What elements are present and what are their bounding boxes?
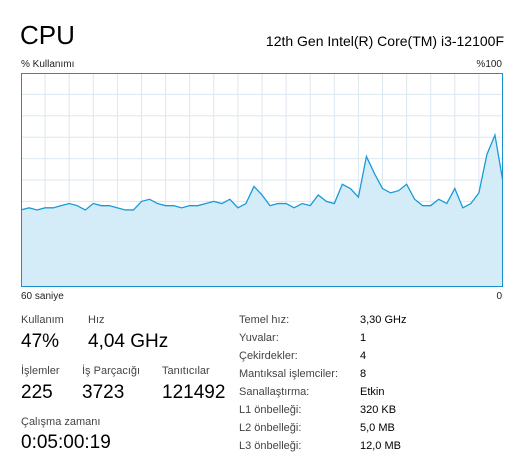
graph-x-left-label: 60 saniye — [21, 291, 64, 302]
handles-value: 121492 — [162, 382, 226, 403]
spec-value-logical-processors: 8 — [360, 368, 367, 380]
spec-value-l1-cache: 320 KB — [360, 404, 397, 416]
uptime-value: 0:05:00:19 — [21, 432, 111, 453]
uptime-label: Çalışma zamanı — [21, 416, 101, 428]
usage-series-line — [21, 132, 503, 211]
spec-label-l3-cache: L3 önbelleği: — [239, 440, 302, 452]
handles-label: Tanıtıcılar — [162, 365, 210, 377]
spec-label-virtualization: Sanallaştırma: — [239, 386, 310, 398]
threads-label: İş Parçacığı — [82, 365, 141, 377]
spec-label-base-speed: Temel hız: — [239, 314, 290, 326]
graph-x-right-label: 0 — [496, 291, 502, 302]
usage-area-fill — [21, 135, 503, 287]
spec-label-logical-processors: Mantıksal işlemciler: — [239, 368, 339, 380]
cpu-usage-graph — [21, 73, 503, 287]
spec-label-sockets: Yuvalar: — [239, 332, 279, 344]
cpu-model-name: 12th Gen Intel(R) Core(TM) i3-12100F — [265, 33, 504, 49]
spec-value-base-speed: 3,30 GHz — [360, 314, 407, 326]
threads-value: 3723 — [82, 382, 125, 403]
usage-value: 47% — [21, 331, 60, 352]
page-title: CPU — [20, 20, 75, 50]
speed-label: Hız — [88, 314, 105, 326]
graph-y-max-label: %100 — [476, 59, 502, 70]
spec-value-cores: 4 — [360, 350, 367, 362]
spec-value-l3-cache: 12,0 MB — [360, 440, 401, 452]
speed-value: 4,04 GHz — [88, 331, 169, 352]
processes-value: 225 — [21, 382, 53, 403]
usage-label: Kullanım — [21, 314, 64, 326]
spec-label-cores: Çekirdekler: — [239, 350, 298, 362]
spec-value-sockets: 1 — [360, 332, 367, 344]
processes-label: İşlemler — [21, 365, 60, 377]
spec-value-virtualization: Etkin — [360, 386, 385, 398]
spec-value-l2-cache: 5,0 MB — [360, 422, 395, 434]
spec-label-l2-cache: L2 önbelleği: — [239, 422, 302, 434]
spec-label-l1-cache: L1 önbelleği: — [239, 404, 302, 416]
graph-border — [21, 73, 503, 287]
graph-y-label: % Kullanımı — [21, 59, 75, 70]
